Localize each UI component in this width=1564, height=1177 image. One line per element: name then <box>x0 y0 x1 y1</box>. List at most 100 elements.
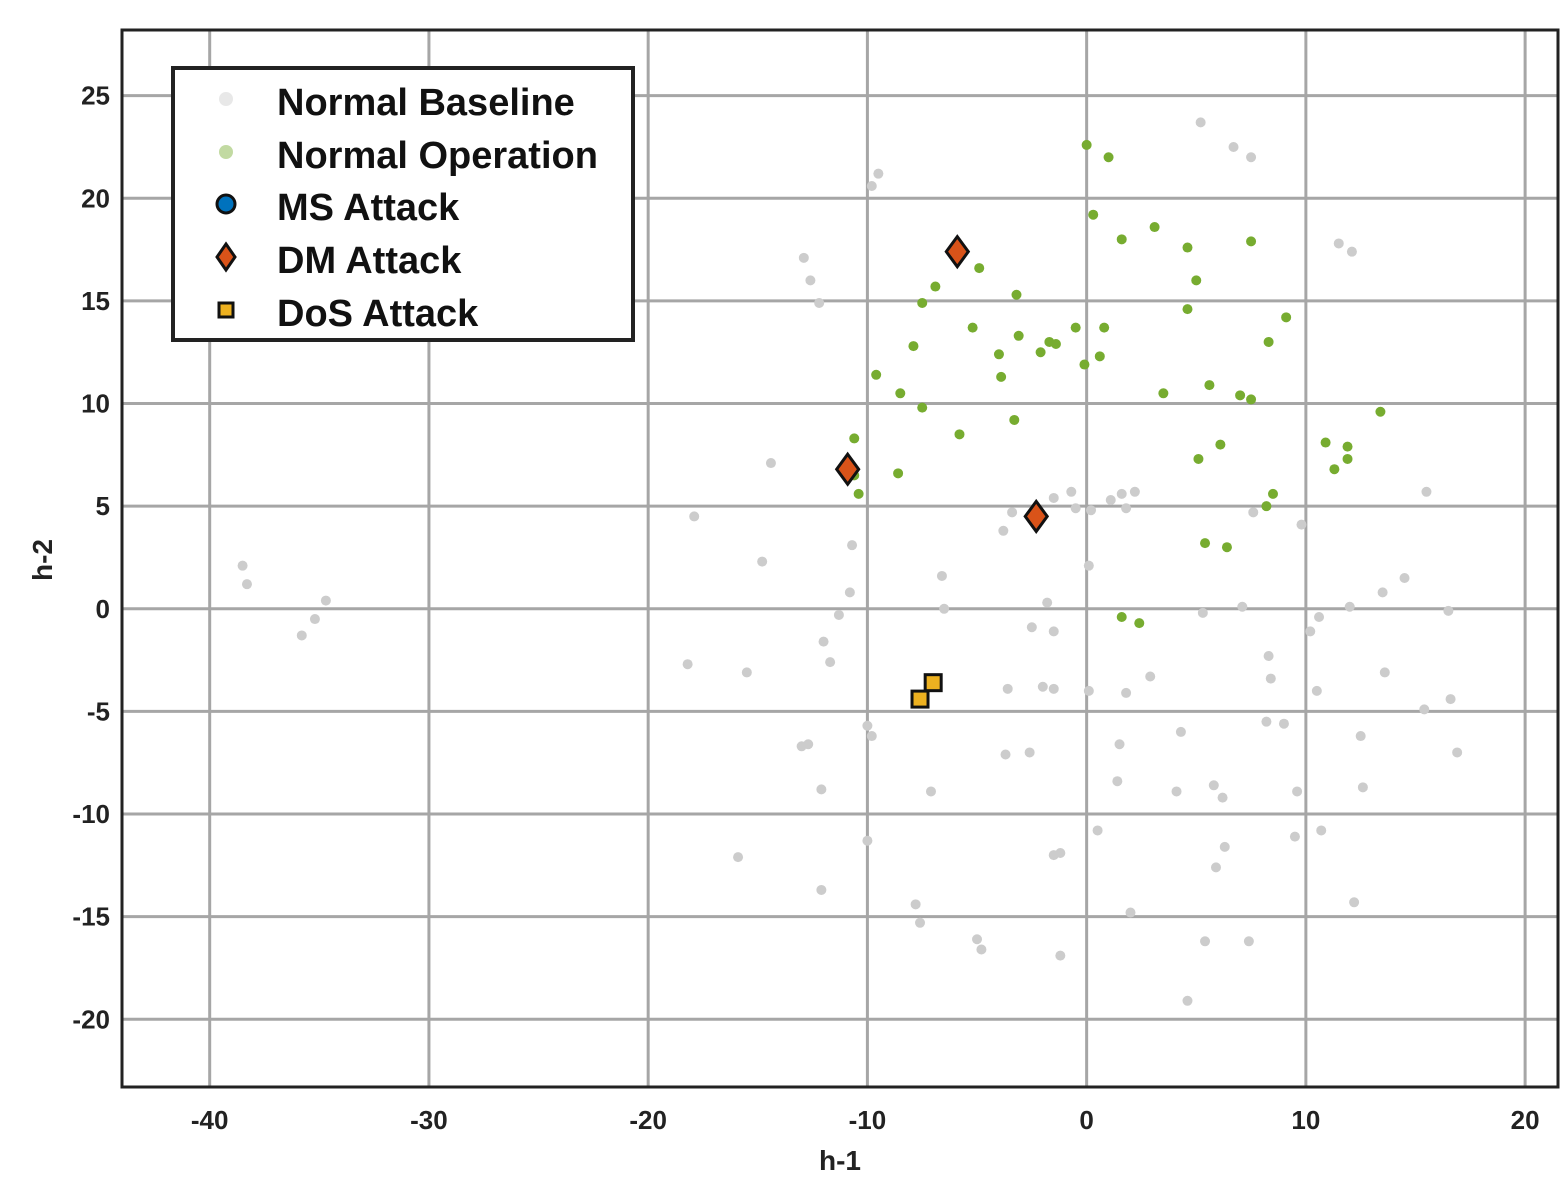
data-point <box>1215 439 1226 450</box>
data-point <box>1105 495 1116 506</box>
data-point <box>1088 209 1099 220</box>
data-point <box>993 349 1004 360</box>
data-point <box>1182 242 1193 253</box>
data-point <box>1267 488 1278 499</box>
data-point <box>1292 786 1303 797</box>
data-point <box>733 852 744 863</box>
data-point <box>1261 501 1272 512</box>
data-point <box>1116 611 1127 622</box>
y-tick-label: -10 <box>72 799 110 829</box>
data-point <box>1346 246 1357 257</box>
data-point <box>798 252 809 263</box>
data-point <box>825 657 836 668</box>
data-point <box>237 560 248 571</box>
y-tick-label: 20 <box>81 183 110 213</box>
data-point <box>1443 605 1454 616</box>
data-point <box>1048 683 1059 694</box>
legend-label: Normal Baseline <box>277 82 575 124</box>
x-tick-label: -40 <box>191 1105 229 1135</box>
data-point <box>1204 380 1215 391</box>
x-axis-ticks: -40 -30 -20 -10 0 10 20 <box>191 1105 1540 1135</box>
data-point <box>1129 486 1140 497</box>
data-point <box>1175 726 1186 737</box>
data-point <box>1314 611 1325 622</box>
legend-item: Normal Operation <box>219 135 598 177</box>
data-point <box>976 944 987 955</box>
data-point <box>1289 831 1300 842</box>
data-point <box>1083 685 1094 696</box>
y-tick-label: 5 <box>96 491 110 521</box>
data-point <box>1221 542 1232 553</box>
data-point <box>1024 747 1035 758</box>
data-point <box>1208 780 1219 791</box>
data-point <box>1342 453 1353 464</box>
x-tick-label: -10 <box>849 1105 887 1135</box>
data-point <box>1182 995 1193 1006</box>
data-point <box>1193 453 1204 464</box>
data-point <box>833 609 844 620</box>
data-point <box>1055 950 1066 961</box>
y-tick-label: -5 <box>87 696 110 726</box>
data-point <box>1149 222 1160 233</box>
data-point <box>1048 626 1059 637</box>
data-point <box>1305 626 1316 637</box>
series-dm-attack <box>834 234 1050 534</box>
data-point <box>1219 841 1230 852</box>
data-point <box>757 556 768 567</box>
data-point <box>1099 322 1110 333</box>
data-point <box>1070 322 1081 333</box>
data-point <box>1419 704 1430 715</box>
data-point <box>1007 507 1018 518</box>
legend-box <box>171 66 635 342</box>
data-point <box>1217 792 1228 803</box>
data-point <box>1055 848 1066 859</box>
data-point <box>1246 152 1257 163</box>
x-tick-label: 10 <box>1291 1105 1320 1135</box>
data-point <box>1263 650 1274 661</box>
series-dos-attack <box>910 673 943 709</box>
legend-label: Normal Operation <box>277 135 598 177</box>
legend-item: DM Attack <box>215 240 462 282</box>
data-point <box>1243 936 1254 947</box>
data-point <box>1355 731 1366 742</box>
data-point <box>1050 339 1061 350</box>
data-point <box>1333 238 1344 249</box>
data-point <box>1121 503 1132 514</box>
data-point <box>1320 437 1331 448</box>
data-point <box>805 275 816 286</box>
data-point <box>1377 587 1388 598</box>
data-point <box>1246 394 1257 405</box>
y-tick-label: -20 <box>72 1004 110 1034</box>
y-tick-label: 15 <box>81 286 110 316</box>
legend-marker <box>215 241 237 273</box>
data-point <box>1116 488 1127 499</box>
data-point <box>910 899 921 910</box>
data-point <box>866 731 877 742</box>
data-point <box>996 371 1007 382</box>
data-point <box>1197 607 1208 618</box>
y-tick-label: 0 <box>96 594 110 624</box>
data-point <box>1261 716 1272 727</box>
series-layer <box>237 117 1463 1006</box>
attack-marker <box>910 689 930 709</box>
data-point <box>866 180 877 191</box>
y-axis-ticks: -20 -15 -10 -5 0 5 10 15 20 25 <box>72 81 110 1035</box>
data-point <box>1399 572 1410 583</box>
data-point <box>1092 825 1103 836</box>
data-point <box>853 488 864 499</box>
data-point <box>873 168 884 179</box>
legend-item: DoS Attack <box>217 293 479 335</box>
data-point <box>847 540 858 551</box>
data-point <box>1013 330 1024 341</box>
data-point <box>1086 505 1097 516</box>
data-point <box>1066 486 1077 497</box>
data-point <box>1200 538 1211 549</box>
data-point <box>1182 304 1193 315</box>
data-point <box>1070 503 1081 514</box>
x-tick-label: 20 <box>1511 1105 1540 1135</box>
data-point <box>1048 492 1059 503</box>
data-point <box>1158 388 1169 399</box>
data-point <box>682 659 693 670</box>
legend-label: DoS Attack <box>277 293 479 335</box>
